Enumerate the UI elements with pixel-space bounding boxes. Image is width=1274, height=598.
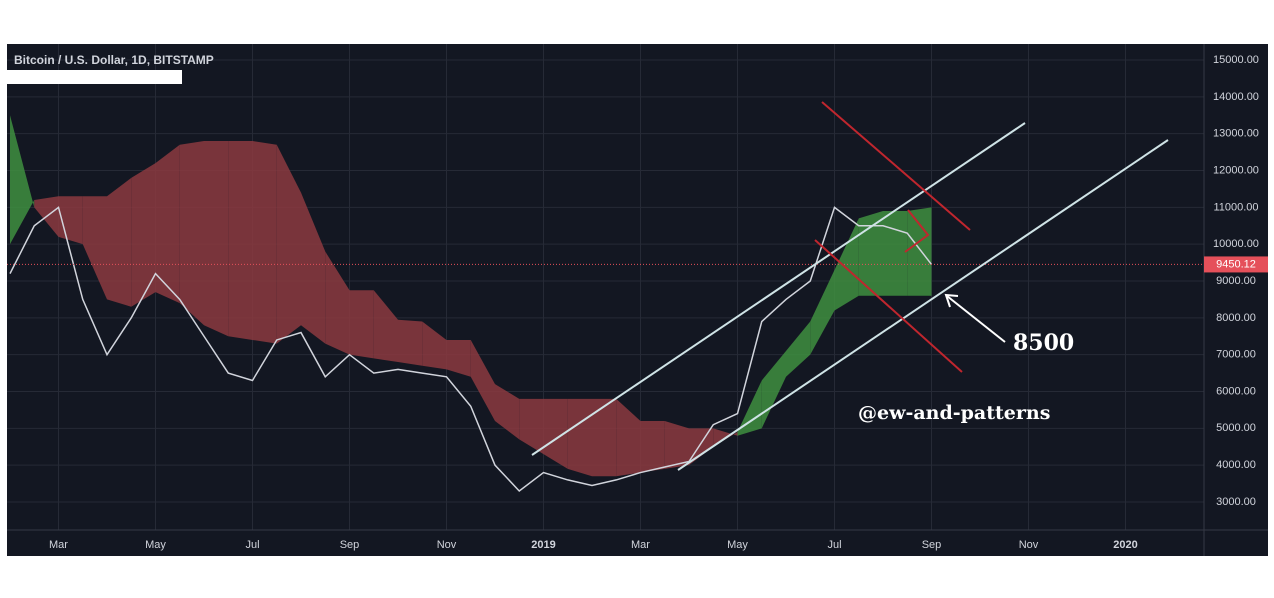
y-tick-label: 10000.00: [1213, 238, 1259, 250]
cloud-segment: [276, 144, 301, 344]
y-tick-label: 7000.00: [1216, 349, 1256, 361]
marks: [7, 206, 1204, 492]
cloud-segment: [519, 398, 544, 455]
cloud-segment: [107, 177, 132, 307]
x-tick-label: Mar: [49, 539, 68, 551]
cloud-segment: [858, 211, 883, 296]
cloud-segment: [204, 141, 229, 337]
x-tick-label: Nov: [1019, 539, 1039, 551]
cloud-segment: [592, 398, 617, 477]
cloud-segment: [446, 339, 471, 377]
x-tick-label: Jul: [245, 539, 259, 551]
triangle-line: [904, 209, 930, 253]
y-tick-label: 15000.00: [1213, 54, 1259, 66]
last-price-label: 9450.12: [1216, 258, 1256, 270]
cloud-segment: [10, 115, 35, 245]
cloud-segment: [398, 319, 423, 366]
cloud-segment: [664, 420, 689, 469]
cloud-segment: [567, 398, 592, 477]
y-tick-label: 9000.00: [1216, 275, 1256, 287]
cloud-segment: [325, 251, 350, 355]
watermark: @ew-and-patterns: [858, 402, 1050, 424]
price-line: [9, 206, 933, 492]
drawings: [531, 101, 1169, 471]
cloud-segment: [786, 321, 811, 377]
cloud: [10, 115, 932, 477]
cloud-segment: [301, 192, 326, 344]
y-tick-label: 14000.00: [1213, 91, 1259, 103]
cloud-segment: [883, 211, 908, 296]
cloud-segment: [495, 384, 520, 440]
cloud-segment: [349, 290, 374, 359]
cloud-segment: [131, 163, 156, 307]
arrow-head: [944, 293, 959, 308]
cloud-segment: [470, 339, 495, 421]
x-tick-label: Sep: [922, 539, 942, 551]
channel-line: [677, 139, 1169, 471]
x-tick-label: 2019: [531, 539, 555, 551]
cloud-segment: [689, 428, 714, 466]
cloud-segment: [422, 321, 447, 370]
cloud-segment: [373, 290, 398, 363]
chart-title: Bitcoin / U.S. Dollar, 1D, BITSTAMP: [14, 53, 214, 67]
cloud-segment: [810, 269, 835, 355]
redaction: [7, 70, 182, 84]
x-tick-label: May: [145, 539, 166, 551]
x-tick-label: May: [727, 539, 748, 551]
annotation: 8500: [1013, 330, 1074, 356]
y-tick-label: 5000.00: [1216, 422, 1256, 434]
x-tick-label: Nov: [437, 539, 457, 551]
cloud-segment: [616, 398, 641, 477]
cloud-segment: [907, 207, 932, 296]
cloud-segment: [179, 141, 204, 326]
cloud-segment: [228, 141, 253, 340]
y-tick-label: 3000.00: [1216, 496, 1256, 508]
cloud-segment: [737, 380, 762, 436]
cloud-segment: [155, 144, 180, 304]
channel-line: [814, 239, 963, 373]
y-tick-label: 6000.00: [1216, 385, 1256, 397]
channel-line: [821, 101, 971, 231]
cloud-segment: [82, 196, 107, 300]
x-tick-label: Mar: [631, 539, 650, 551]
x-tick-label: Sep: [340, 539, 360, 551]
y-tick-label: 12000.00: [1213, 164, 1259, 176]
cloud-segment: [834, 218, 859, 311]
x-tick-label: 2020: [1113, 539, 1137, 551]
channel-line: [531, 122, 1026, 456]
arrow: [946, 295, 1006, 343]
x-tick-label: Jul: [827, 539, 841, 551]
cloud-segment: [543, 398, 568, 469]
y-tick-label: 11000.00: [1213, 201, 1258, 213]
last-price-box: [1204, 256, 1268, 273]
cloud-segment: [640, 420, 665, 473]
y-tick-label: 8000.00: [1216, 312, 1256, 324]
cloud-segment: [252, 141, 277, 344]
y-tick-label: 13000.00: [1213, 128, 1259, 140]
y-tick-label: 4000.00: [1216, 459, 1256, 471]
